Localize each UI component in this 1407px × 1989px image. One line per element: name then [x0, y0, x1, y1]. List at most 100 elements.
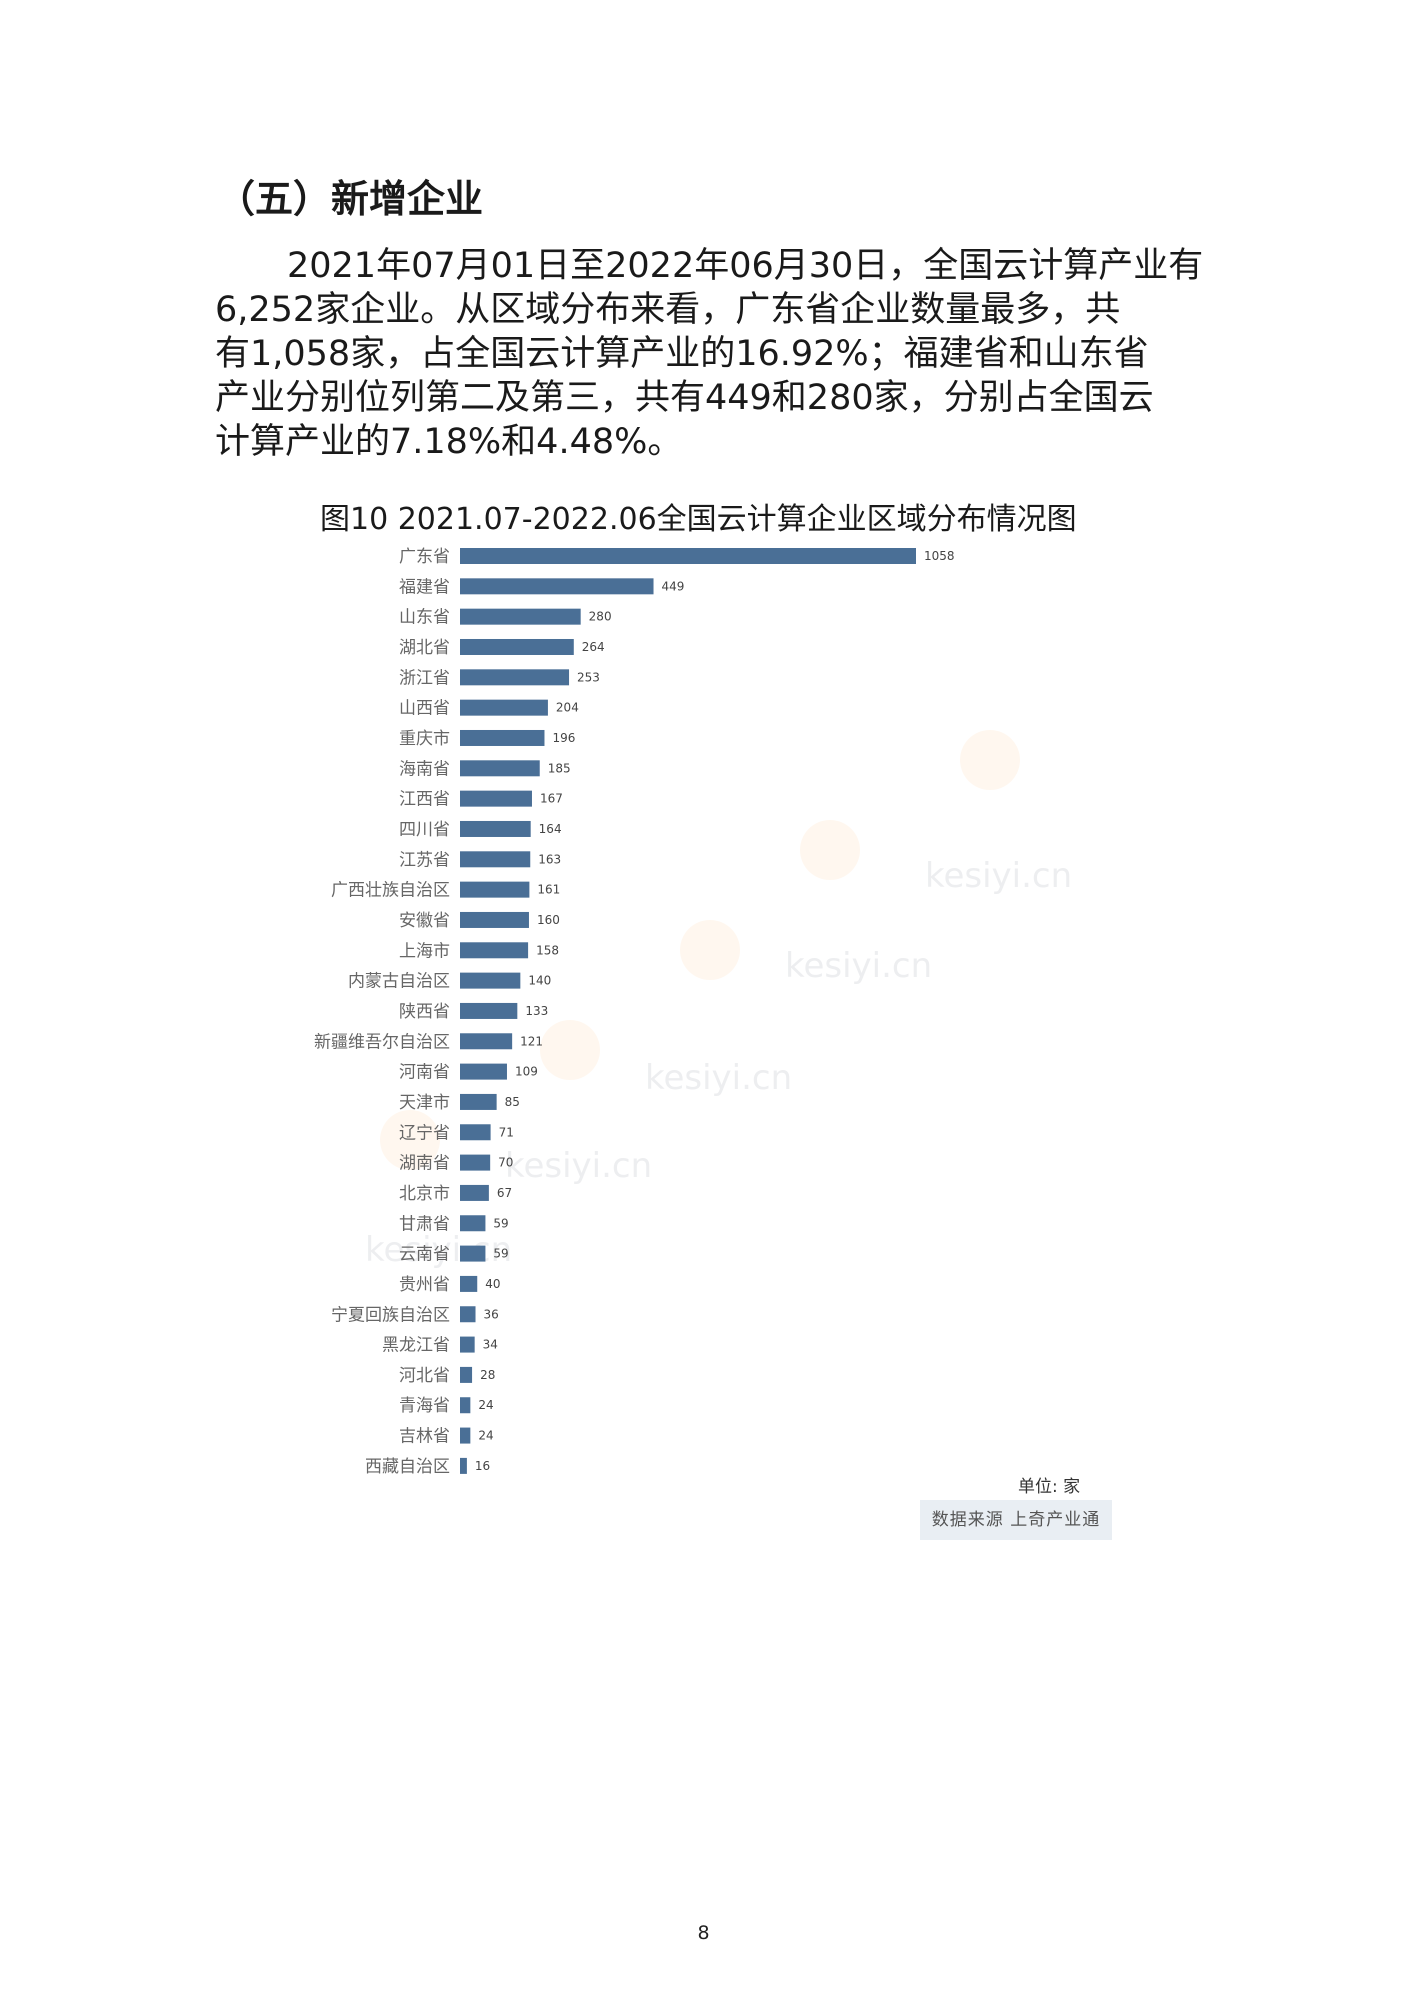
- bar: [460, 1457, 467, 1474]
- value-label: 24: [478, 1398, 493, 1412]
- bar: [460, 1124, 491, 1141]
- watermark-figure: [800, 820, 860, 880]
- section-heading: （五）新增企业: [217, 177, 484, 221]
- value-label: 161: [537, 883, 560, 897]
- bar: [460, 1063, 507, 1080]
- watermark-figure: [960, 730, 1020, 790]
- category-label: 江西省: [399, 790, 450, 810]
- bar: [460, 578, 654, 595]
- watermark-text: kesiyi.cn: [785, 946, 933, 986]
- bar: [460, 881, 530, 898]
- figure-title: 图10 2021.07-2022.06全国云计算企业区域分布情况图: [320, 502, 1077, 537]
- category-label: 浙江省: [399, 668, 450, 688]
- category-label: 黑龙江省: [382, 1336, 450, 1356]
- category-label: 广东省: [399, 547, 450, 567]
- paragraph-line: 计算产业的7.18%和4.48%。: [215, 422, 683, 462]
- bar: [460, 1033, 513, 1050]
- bar: [460, 548, 916, 564]
- watermark-text: kesiyi.cn: [645, 1058, 793, 1098]
- bar: [460, 1306, 476, 1323]
- value-label: 264: [582, 640, 605, 654]
- category-label: 广西壮族自治区: [331, 881, 450, 901]
- value-label: 36: [484, 1307, 499, 1321]
- value-label: 253: [577, 670, 600, 684]
- bar: [460, 699, 548, 716]
- value-label: 1058: [924, 549, 955, 563]
- category-label: 新疆维吾尔自治区: [314, 1032, 450, 1052]
- value-label: 40: [485, 1277, 500, 1291]
- watermark-text: kesiyi.cn: [505, 1146, 653, 1186]
- bar: [460, 1002, 518, 1019]
- bar: [460, 820, 531, 837]
- category-label: 北京市: [399, 1184, 450, 1204]
- bar: [460, 1215, 486, 1232]
- value-label: 59: [493, 1216, 508, 1230]
- bar: [460, 760, 540, 777]
- unit-label: 单位: 家: [1018, 1477, 1081, 1497]
- value-label: 34: [483, 1338, 498, 1352]
- bar: [460, 972, 521, 989]
- value-label: 109: [515, 1065, 538, 1079]
- category-label: 西藏自治区: [365, 1457, 450, 1477]
- source-badge: 数据来源 上奇产业通: [920, 1500, 1112, 1540]
- category-label: 海南省: [399, 759, 450, 779]
- value-label: 204: [556, 701, 579, 715]
- bar: [460, 851, 531, 868]
- paragraph-line: 2021年07月01日至2022年06月30日，全国云计算产业有: [287, 246, 1204, 286]
- value-label: 121: [520, 1034, 543, 1048]
- value-label: 133: [525, 1004, 548, 1018]
- category-label: 贵州省: [399, 1275, 450, 1295]
- value-label: 85: [505, 1095, 520, 1109]
- value-label: 167: [540, 792, 563, 806]
- value-label: 164: [539, 822, 562, 836]
- category-label: 天津市: [399, 1093, 450, 1113]
- bar: [460, 669, 570, 686]
- body-paragraph: 2021年07月01日至2022年06月30日，全国云计算产业有 6,252家企…: [215, 244, 1204, 464]
- value-label: 140: [528, 974, 551, 988]
- bar: [460, 1366, 473, 1383]
- value-label: 59: [493, 1247, 508, 1261]
- bar: [460, 1245, 486, 1262]
- value-label: 280: [589, 610, 612, 624]
- value-label: 67: [497, 1186, 512, 1200]
- watermark-text: kesiyi.cn: [925, 856, 1073, 896]
- value-label: 160: [537, 913, 560, 927]
- page-number: 8: [697, 1922, 710, 1944]
- paragraph-line: 6,252家企业。从区域分布来看，广东省企业数量最多，共: [215, 290, 1121, 330]
- category-label: 宁夏回族自治区: [331, 1305, 450, 1325]
- category-label: 上海市: [399, 941, 450, 961]
- bar: [460, 1427, 471, 1444]
- bar-chart: 广东省 1058 福建省 449 山东省 280 湖北省 264 浙江省 253 山西省 204 重庆市…: [314, 547, 955, 1477]
- watermark-figure: [680, 920, 740, 980]
- category-label: 河南省: [399, 1063, 450, 1083]
- bar: [460, 1154, 491, 1171]
- category-label: 重庆市: [399, 729, 450, 749]
- category-label: 河北省: [399, 1366, 450, 1386]
- watermark-figure: [380, 1110, 440, 1170]
- bar: [460, 1336, 475, 1353]
- value-label: 70: [498, 1156, 513, 1170]
- bar: [460, 790, 532, 807]
- category-label: 青海省: [399, 1396, 450, 1416]
- category-label: 吉林省: [399, 1427, 450, 1447]
- category-label: 江苏省: [399, 850, 450, 870]
- category-label: 内蒙古自治区: [348, 972, 450, 992]
- bar: [460, 1397, 471, 1414]
- watermark-figure: [540, 1020, 600, 1080]
- category-label: 云南省: [399, 1245, 450, 1265]
- bar: [460, 608, 581, 625]
- category-label: 湖北省: [399, 638, 450, 658]
- value-label: 28: [480, 1368, 495, 1382]
- category-label: 辽宁省: [399, 1123, 450, 1143]
- bar: [460, 1275, 478, 1292]
- value-label: 163: [538, 852, 561, 866]
- category-label: 陕西省: [399, 1002, 450, 1022]
- value-label: 24: [478, 1429, 493, 1443]
- value-label: 196: [552, 731, 575, 745]
- bar: [460, 942, 529, 959]
- bar: [460, 729, 545, 746]
- paragraph-line: 产业分别位列第二及第三，共有449和280家，分别占全国云: [215, 378, 1154, 418]
- category-label: 福建省: [399, 577, 450, 597]
- value-label: 158: [536, 943, 559, 957]
- bar: [460, 1184, 489, 1201]
